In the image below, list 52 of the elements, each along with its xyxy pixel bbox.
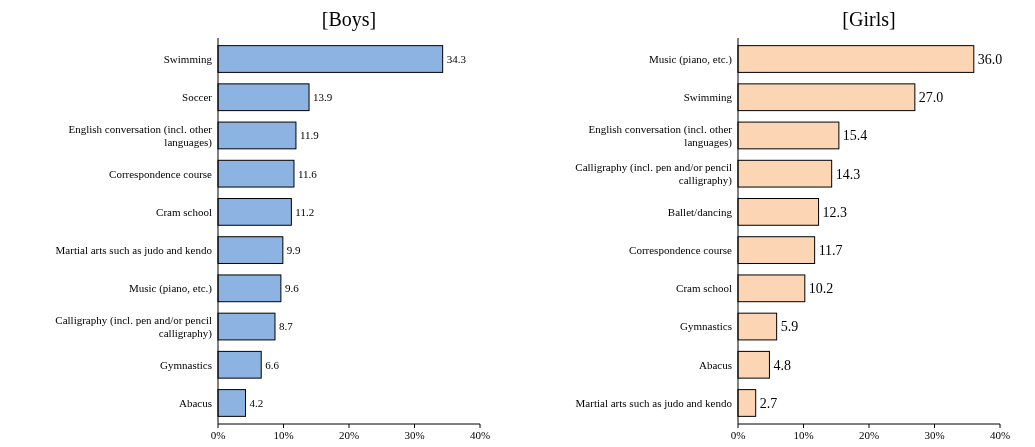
data-label: 2.7 [759,395,778,411]
data-label: 10.2 [808,281,834,297]
data-label: 12.3 [822,204,848,220]
y-tick-label: Correspondence course [629,243,733,256]
data-label: 13.9 [313,91,333,104]
data-label: 15.4 [842,128,868,144]
y-tick-label: Cram school [156,205,212,218]
data-label: 14.3 [835,166,861,182]
y-tick-label: Music (piano, etc.) [128,282,213,296]
data-label: 34.3 [446,52,467,65]
x-tick-label: 40% [469,429,491,441]
y-tick-label: Abacus [699,358,732,371]
data-label: 6.6 [265,358,280,371]
data-label: 9.9 [286,243,302,256]
data-label: 8.7 [278,320,294,333]
y-tick-label: Gymnastics [680,320,732,333]
y-tick-label: Calligraphy (incl. pen and/or pencil calligraphy) [575,161,733,188]
y-tick-label: Calligraphy (incl. pen and/or pencil calligraphy) [55,313,213,340]
y-tick-label: Gymnastics [160,358,212,371]
y-tick-label: Abacus [179,396,212,409]
x-tick-label: 10% [273,429,294,441]
y-tick-label: English conversation (incl. other languages) [588,122,733,149]
x-tick-label: 0% [730,429,746,441]
x-tick-label: 20% [858,429,880,441]
y-tick-label: Swimming [163,52,213,65]
y-tick-label: Correspondence course [109,167,213,180]
x-tick-label: 10% [793,429,814,441]
y-tick-label: Cram school [676,282,732,295]
y-tick-label: Martial arts such as judo and kendo [575,396,733,409]
y-tick-label: Ballet/dancing [667,205,733,218]
data-label: 11.6 [297,167,318,180]
x-tick-label: 20% [338,429,360,441]
x-tick-label: 40% [989,429,1011,441]
data-label: 4.8 [773,357,791,373]
y-tick-label: Swimming [683,91,733,104]
x-tick-label: 30% [404,429,425,441]
chart-title: [Boys] [321,8,377,31]
data-label: 5.9 [780,319,799,335]
data-label: 36.0 [977,51,1003,67]
y-tick-label: English conversation (incl. other languages) [68,122,213,149]
data-label: 11.9 [299,129,320,142]
data-label: 27.0 [918,90,944,106]
y-tick-label: Martial arts such as judo and kendo [55,243,213,256]
y-tick-label: Music (piano, etc.) [648,52,733,66]
x-tick-label: 0% [210,429,226,441]
data-label: 9.6 [284,282,300,295]
data-label: 4.2 [249,396,264,409]
chart-title: [Girls] [842,8,896,30]
data-label: 11.7 [818,243,843,259]
x-tick-label: 30% [924,429,945,441]
y-tick-label: Soccer [182,91,213,104]
data-label: 11.2 [295,205,315,218]
